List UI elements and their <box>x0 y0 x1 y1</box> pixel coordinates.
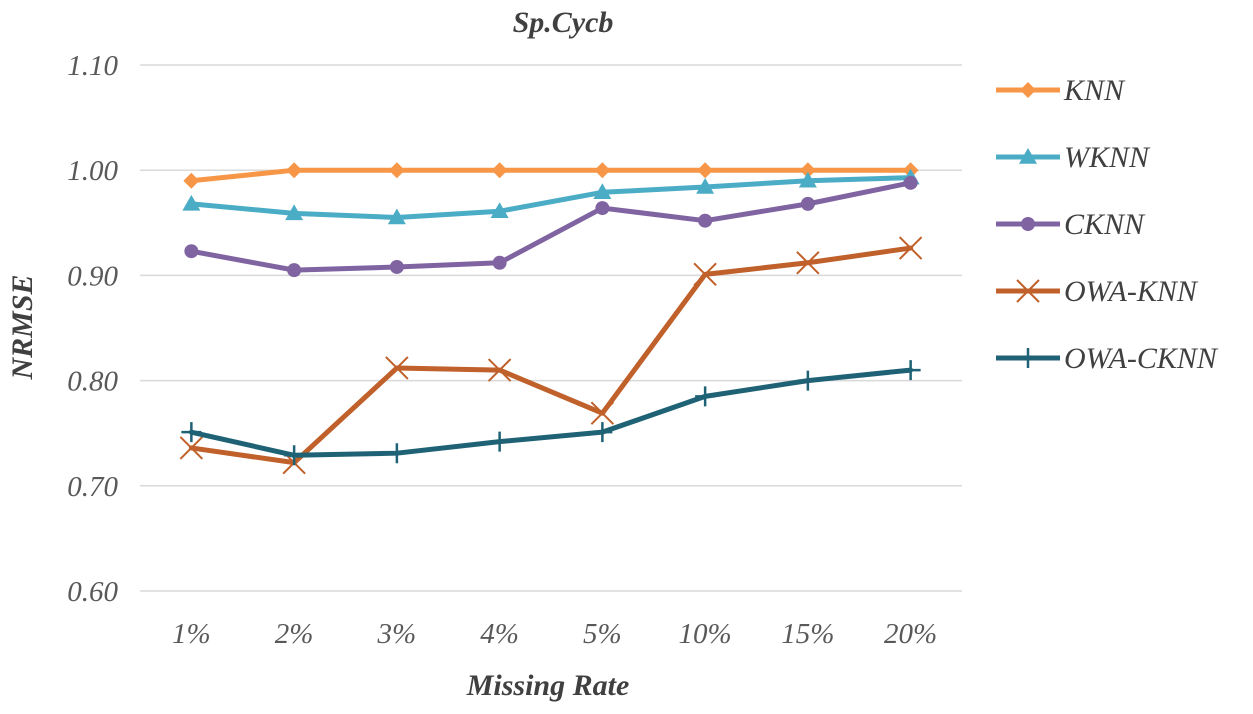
data-point <box>799 162 816 179</box>
data-point <box>798 171 817 188</box>
y-tick-label: 0.60 <box>67 576 118 608</box>
x-tick-label: 10% <box>679 618 732 650</box>
data-point <box>696 178 715 194</box>
data-point <box>388 162 405 179</box>
data-point <box>385 356 409 380</box>
y-tick-label: 1.10 <box>67 50 118 82</box>
x-tick-label: 3% <box>377 618 417 650</box>
legend-marker <box>1020 82 1036 98</box>
data-point <box>286 162 303 179</box>
data-point <box>184 244 199 259</box>
data-point <box>389 259 404 274</box>
data-point <box>903 175 918 190</box>
series-line <box>188 175 914 221</box>
legend-marker <box>1021 217 1035 231</box>
legend-marker <box>1019 148 1037 164</box>
legend-item: OWA-KNN <box>996 275 1199 308</box>
data-point <box>182 194 201 211</box>
data-point <box>695 386 716 407</box>
legend-label: OWA-KNN <box>1064 275 1199 308</box>
data-point <box>287 263 302 278</box>
legend-label: OWA-CKNN <box>1064 342 1219 375</box>
y-tick-label: 0.90 <box>67 260 118 292</box>
legend-label: CKNN <box>1064 208 1146 241</box>
y-tick-label: 0.80 <box>67 366 118 398</box>
x-tick-label: 15% <box>781 618 834 650</box>
legend-label: KNN <box>1063 74 1126 107</box>
data-point <box>797 370 818 391</box>
legend-item: OWA-CKNN <box>996 342 1219 375</box>
data-point <box>492 255 507 270</box>
data-point <box>796 251 820 275</box>
x-axis-ticks: 1% 2% 3% 4% 5% 10% 15% 20% <box>172 618 937 650</box>
y-axis-label: NRMSE <box>6 274 39 380</box>
data-point <box>592 422 613 443</box>
data-point <box>386 443 407 464</box>
data-point <box>179 436 204 460</box>
legend-marker <box>1016 279 1040 303</box>
data-point <box>387 208 406 225</box>
legend: KNN WKNN CKNN OWA-KNN OWA-CKNN <box>996 74 1219 375</box>
x-tick-label: 20% <box>884 618 937 650</box>
series-owa-cknn <box>181 360 921 466</box>
data-point <box>900 360 921 381</box>
data-point <box>593 183 612 200</box>
data-point <box>491 162 508 179</box>
y-axis-ticks: 0.60 0.70 0.80 0.90 1.00 1.10 <box>67 50 118 608</box>
series-line <box>188 245 914 466</box>
data-point <box>594 162 611 179</box>
data-point <box>590 401 615 425</box>
y-tick-label: 1.00 <box>67 155 118 187</box>
legend-item: WKNN <box>996 141 1151 174</box>
data-point <box>183 172 200 189</box>
legend-item: CKNN <box>996 208 1146 241</box>
x-tick-label: 4% <box>480 618 519 650</box>
data-point <box>595 201 610 216</box>
series-line <box>188 167 914 184</box>
data-point <box>489 431 510 452</box>
series-line <box>188 180 914 273</box>
data-point <box>181 422 202 443</box>
data-point <box>487 358 512 382</box>
x-tick-label: 2% <box>275 618 314 650</box>
data-point <box>898 236 923 260</box>
data-point <box>284 445 305 466</box>
data-point <box>800 196 815 211</box>
series-line <box>188 367 914 458</box>
gridlines <box>140 64 962 592</box>
series-lines <box>179 162 923 475</box>
data-point <box>490 202 509 218</box>
data-point <box>285 204 304 221</box>
legend-item: KNN <box>996 74 1126 107</box>
data-point <box>697 162 714 179</box>
series-knn <box>183 162 919 189</box>
x-tick-label: 1% <box>172 618 211 650</box>
series-cknn <box>184 175 918 278</box>
data-point <box>698 213 713 228</box>
data-point <box>693 262 717 287</box>
legend-label: WKNN <box>1064 141 1151 174</box>
legend-marker <box>1018 348 1038 368</box>
x-tick-label: 5% <box>583 618 622 650</box>
y-tick-label: 0.70 <box>67 471 118 503</box>
chart-title: Sp.Cycb <box>513 6 614 39</box>
x-axis-label: Missing Rate <box>466 669 630 702</box>
